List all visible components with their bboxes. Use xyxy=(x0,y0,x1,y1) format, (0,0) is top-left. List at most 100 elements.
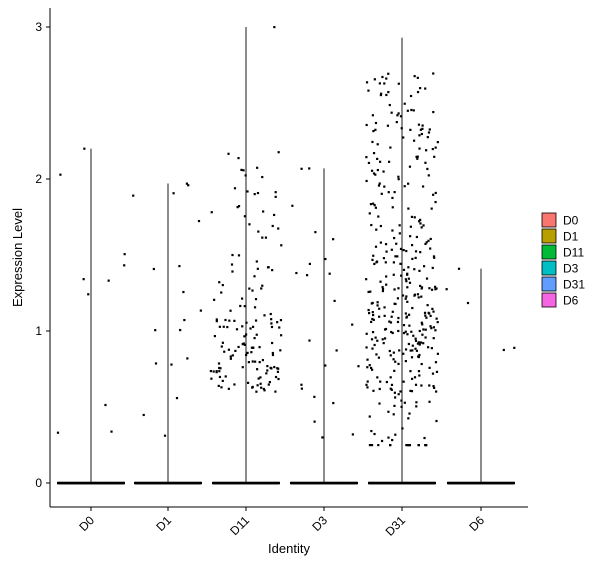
point xyxy=(397,175,400,178)
point-zero xyxy=(212,481,214,485)
point xyxy=(411,349,414,352)
point xyxy=(392,413,395,416)
point-zero xyxy=(313,481,316,485)
point-zero xyxy=(146,481,149,485)
point xyxy=(372,172,376,175)
point-zero xyxy=(389,481,392,485)
point-zero xyxy=(163,481,166,485)
point xyxy=(227,152,230,155)
point xyxy=(409,235,412,238)
point xyxy=(375,353,378,356)
point xyxy=(256,267,259,270)
point xyxy=(218,375,222,379)
point xyxy=(231,253,234,257)
point xyxy=(241,366,244,369)
point xyxy=(271,351,274,355)
point xyxy=(374,206,378,209)
point-zero xyxy=(453,481,456,485)
point-zero xyxy=(67,481,70,485)
point-zero xyxy=(481,481,484,485)
point-zero xyxy=(451,481,454,485)
point xyxy=(273,213,276,217)
point xyxy=(258,346,261,349)
point xyxy=(256,191,260,195)
point-zero xyxy=(467,481,470,485)
point xyxy=(277,377,280,381)
point-zero xyxy=(194,481,197,485)
point-zero xyxy=(332,481,335,485)
point xyxy=(418,147,421,150)
point-zero xyxy=(158,481,161,485)
legend-swatch xyxy=(541,292,557,308)
point-zero xyxy=(384,481,387,485)
violin-layer xyxy=(57,27,515,485)
point xyxy=(268,380,271,384)
point xyxy=(270,322,273,325)
point xyxy=(369,366,373,370)
point-zero xyxy=(191,481,194,485)
point xyxy=(381,75,384,79)
point xyxy=(253,337,256,340)
point xyxy=(224,375,227,378)
point-zero xyxy=(101,481,104,485)
point-zero xyxy=(176,481,179,485)
point xyxy=(419,218,422,221)
y-tick-label: 2 xyxy=(35,172,42,186)
point-zero xyxy=(492,481,495,485)
point xyxy=(132,194,135,197)
point xyxy=(405,295,408,298)
point-zero xyxy=(499,481,502,485)
point xyxy=(419,128,422,131)
point-zero xyxy=(410,481,413,485)
legend-label: D11 xyxy=(563,246,584,260)
point xyxy=(82,278,85,281)
point xyxy=(324,257,327,261)
point xyxy=(420,295,423,298)
point xyxy=(376,304,379,307)
point-zero xyxy=(110,481,113,485)
point-zero xyxy=(115,481,118,485)
point xyxy=(163,434,167,437)
point-zero xyxy=(166,481,169,485)
point xyxy=(408,281,412,284)
point-zero xyxy=(121,481,124,485)
point-zero xyxy=(276,481,279,485)
axes: 0 1 2 3 D0 D1 D11 D3 D31 D6 Identity Expression Lev… xyxy=(10,8,528,556)
point xyxy=(328,272,331,275)
point xyxy=(244,174,247,177)
point xyxy=(403,185,406,188)
point xyxy=(391,438,394,442)
point xyxy=(408,324,411,327)
point-zero xyxy=(144,481,147,485)
point-zero xyxy=(117,481,120,485)
point xyxy=(402,352,405,355)
point-zero xyxy=(394,481,397,485)
point xyxy=(400,127,403,130)
point-zero xyxy=(340,481,343,485)
point xyxy=(391,229,394,232)
point xyxy=(416,342,420,345)
point xyxy=(398,224,401,227)
point xyxy=(280,334,283,337)
point xyxy=(389,444,392,447)
point xyxy=(269,312,272,316)
point xyxy=(142,413,145,417)
point xyxy=(430,327,433,330)
point xyxy=(417,444,420,447)
point-zero xyxy=(169,481,172,485)
point xyxy=(261,236,264,239)
point xyxy=(392,351,395,354)
point xyxy=(230,263,234,266)
point xyxy=(404,348,408,351)
point xyxy=(324,364,327,367)
point xyxy=(424,336,427,339)
point xyxy=(426,346,430,349)
point-zero xyxy=(189,481,192,485)
point xyxy=(237,157,240,160)
point-zero xyxy=(159,481,162,485)
point xyxy=(279,349,282,352)
point xyxy=(413,268,416,271)
point-zero xyxy=(241,481,244,485)
point xyxy=(376,376,379,379)
point-zero xyxy=(106,481,109,485)
